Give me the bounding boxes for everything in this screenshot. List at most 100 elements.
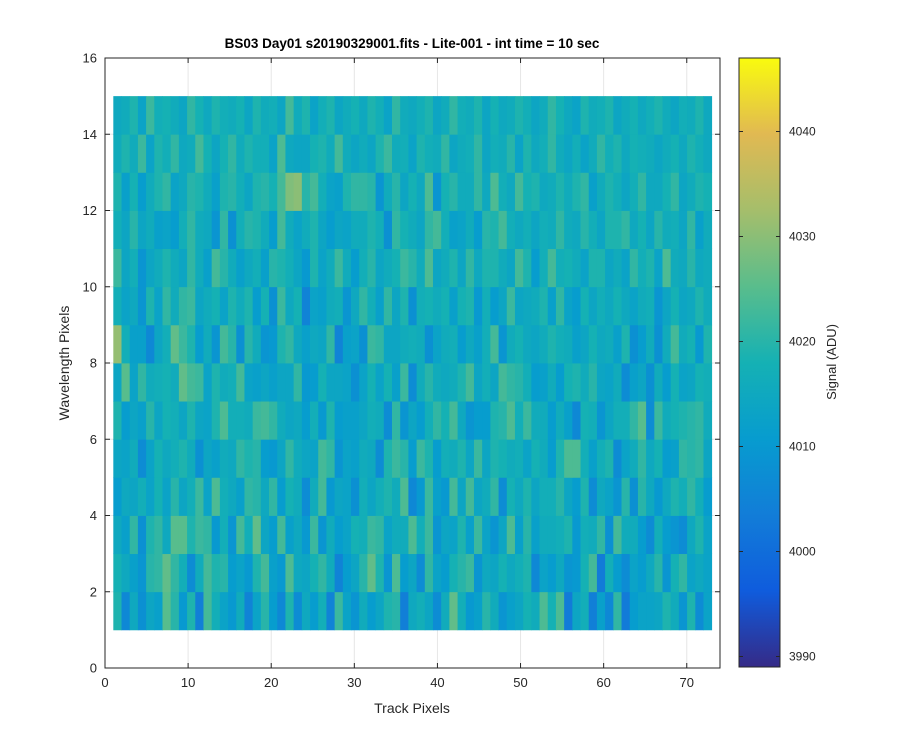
heatmap-cell: [293, 248, 303, 288]
heatmap-cell: [244, 134, 254, 173]
heatmap-cell: [187, 134, 196, 173]
heatmap-cell: [646, 401, 655, 440]
heatmap-cell: [564, 210, 573, 250]
heatmap-cell: [432, 553, 442, 593]
heatmap-cell: [310, 286, 319, 326]
heatmap-cell: [219, 477, 229, 516]
heatmap-cell: [392, 172, 401, 211]
heatmap-cell: [351, 401, 360, 440]
heatmap-cell: [588, 134, 598, 173]
heatmap-cell: [113, 248, 122, 288]
heatmap-cell: [687, 134, 696, 173]
heatmap-cell: [236, 515, 245, 555]
y-tick-label: 14: [83, 127, 97, 142]
heatmap-cell: [146, 96, 155, 135]
heatmap-cell: [367, 401, 377, 440]
heatmap-cell: [383, 210, 393, 250]
heatmap-cell: [285, 324, 295, 364]
heatmap-cell: [441, 401, 450, 440]
colorbar-tick-label: 4020: [789, 335, 816, 349]
heatmap-cell: [564, 553, 573, 593]
heatmap-cell: [449, 96, 458, 135]
heatmap-cell: [301, 248, 311, 288]
heatmap-cell: [244, 210, 254, 250]
heatmap-cell: [113, 172, 122, 211]
heatmap-cell: [687, 286, 696, 326]
heatmap-cell: [367, 439, 377, 478]
heatmap-cell: [621, 286, 631, 326]
heatmap-cell: [293, 363, 303, 402]
heatmap-cell: [326, 248, 336, 288]
heatmap-cell: [564, 363, 573, 402]
heatmap-cell: [605, 553, 614, 593]
heatmap-cell: [498, 248, 508, 288]
x-tick-label: 20: [264, 675, 278, 690]
heatmap-cell: [121, 553, 131, 593]
heatmap-cell: [613, 286, 622, 326]
heatmap-cell: [359, 324, 368, 364]
heatmap-cell: [523, 553, 532, 593]
heatmap-cell: [572, 515, 581, 555]
heatmap-cell: [219, 591, 229, 631]
heatmap-cell: [170, 363, 180, 402]
heatmap-cell: [588, 248, 598, 288]
heatmap-cell: [441, 248, 450, 288]
heatmap-cell: [351, 324, 360, 364]
heatmap-cell: [277, 96, 286, 135]
heatmap-cell: [580, 439, 590, 478]
heatmap-cell: [121, 172, 131, 211]
heatmap-cell: [162, 286, 172, 326]
heatmap-cell: [187, 96, 196, 135]
heatmap-cell: [137, 477, 147, 516]
heatmap-cell: [687, 515, 696, 555]
heatmap-cell: [687, 553, 696, 593]
heatmap-cell: [260, 96, 270, 135]
heatmap-cell: [637, 324, 647, 364]
heatmap-cell: [457, 210, 467, 250]
heatmap-cell: [441, 286, 450, 326]
heatmap-cell: [646, 134, 655, 173]
heatmap-cell: [367, 515, 377, 555]
heatmap-cell: [310, 210, 319, 250]
heatmap-cell: [113, 401, 122, 440]
heatmap-cell: [646, 210, 655, 250]
heatmap-cell: [580, 401, 590, 440]
heatmap-cell: [687, 210, 696, 250]
heatmap-cell: [695, 553, 704, 593]
heatmap-cell: [129, 591, 139, 631]
heatmap-cell: [539, 363, 549, 402]
heatmap-cell: [244, 477, 254, 516]
heatmap-cell: [400, 172, 409, 211]
heatmap-cell: [170, 553, 180, 593]
heatmap-cell: [154, 401, 163, 440]
heatmap-cell: [318, 553, 327, 593]
heatmap-cell: [613, 591, 622, 631]
heatmap-cell: [498, 172, 508, 211]
heatmap-cell: [695, 515, 704, 555]
heatmap-cell: [334, 248, 344, 288]
colorbar: 3990 4000 4010 4020 4030 4040: [738, 57, 816, 668]
heatmap-cell: [432, 210, 442, 250]
heatmap-cell: [473, 96, 483, 135]
heatmap-cell: [490, 591, 499, 631]
heatmap-cell: [498, 324, 508, 364]
heatmap-cell: [555, 210, 565, 250]
heatmap-cell: [473, 553, 483, 593]
heatmap-cell: [449, 248, 458, 288]
heatmap-cell: [342, 591, 352, 631]
heatmap-cell: [203, 401, 213, 440]
heatmap-cell: [334, 401, 344, 440]
heatmap-cell: [441, 477, 450, 516]
heatmap-cell: [342, 401, 352, 440]
heatmap-cell: [646, 515, 655, 555]
heatmap-cell: [244, 515, 254, 555]
heatmap-cell: [572, 210, 581, 250]
heatmap-cell: [678, 439, 688, 478]
heatmap-cell: [301, 439, 311, 478]
heatmap-cell: [441, 591, 450, 631]
heatmap-cell: [310, 553, 319, 593]
heatmap-cell: [523, 363, 532, 402]
heatmap-cell: [531, 515, 540, 555]
heatmap-cell: [482, 172, 491, 211]
heatmap-cell: [490, 477, 499, 516]
